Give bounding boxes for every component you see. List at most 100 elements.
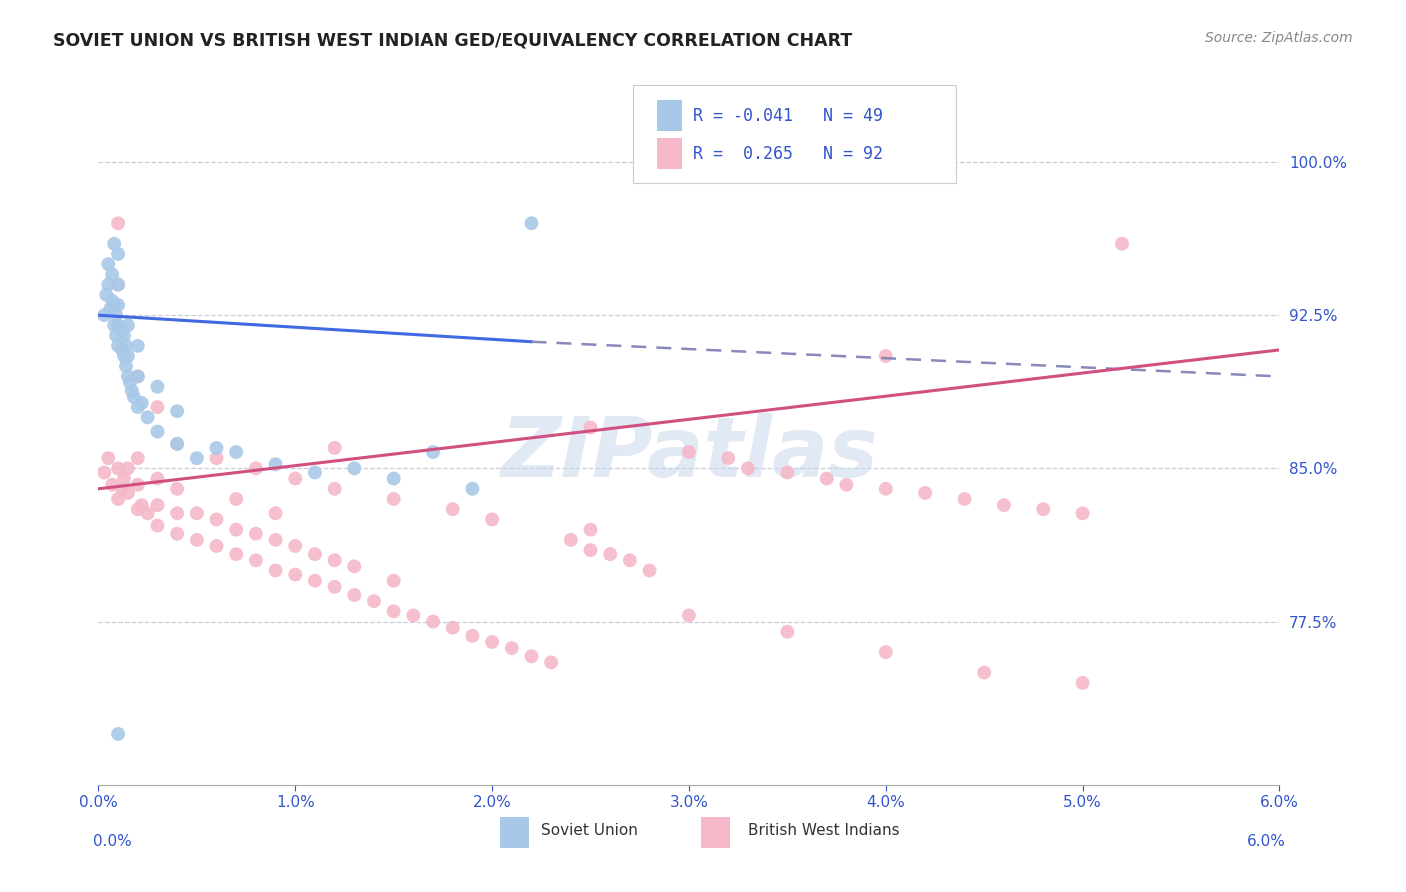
Point (103, 318, 125, 333)
Point (560, 533, 582, 547)
Point (97, 277, 120, 292)
Point (422, 615, 444, 629)
Point (186, 533, 208, 547)
Point (146, 498, 169, 512)
Point (96, 287, 118, 301)
Point (127, 451, 149, 466)
Point (264, 564, 287, 578)
Point (93, 466, 115, 480)
Point (122, 390, 145, 404)
Point (1071, 676, 1094, 690)
Point (343, 461, 366, 475)
Text: R = -0.041   N = 49: R = -0.041 N = 49 (693, 106, 883, 125)
Point (225, 491, 247, 506)
Point (599, 547, 621, 561)
Point (166, 482, 188, 496)
Point (678, 608, 700, 623)
Point (111, 482, 134, 496)
Point (382, 491, 405, 506)
Point (166, 404, 188, 418)
Point (343, 559, 366, 574)
Text: ZIPatlas: ZIPatlas (501, 413, 877, 494)
Point (973, 665, 995, 680)
Point (107, 298, 129, 312)
Text: SOVIET UNION VS BRITISH WEST INDIAN GED/EQUIVALENCY CORRELATION CHART: SOVIET UNION VS BRITISH WEST INDIAN GED/… (53, 31, 852, 49)
Point (107, 339, 129, 353)
Point (461, 482, 484, 496)
Point (264, 533, 287, 547)
Point (953, 491, 976, 506)
Point (638, 564, 661, 578)
Point (304, 574, 326, 588)
Point (835, 477, 858, 491)
Point (284, 567, 307, 582)
Point (382, 472, 405, 486)
Point (107, 461, 129, 475)
Point (117, 486, 139, 500)
Point (107, 216, 129, 230)
FancyBboxPatch shape (700, 817, 730, 848)
Point (97, 451, 120, 466)
Point (186, 506, 208, 520)
Text: 6.0%: 6.0% (1247, 834, 1285, 849)
Text: 0.0%: 0.0% (93, 834, 131, 849)
Point (323, 553, 346, 567)
Point (112, 472, 135, 486)
Point (304, 547, 326, 561)
Point (136, 410, 159, 425)
Point (105, 328, 128, 343)
Point (875, 482, 897, 496)
Point (205, 441, 228, 455)
Point (127, 369, 149, 384)
Point (146, 518, 169, 533)
Point (501, 641, 523, 656)
Point (579, 543, 602, 558)
Point (619, 553, 641, 567)
Point (382, 604, 405, 618)
Point (1032, 502, 1054, 516)
Point (101, 268, 124, 282)
Point (1071, 506, 1094, 520)
Point (363, 594, 385, 608)
Point (107, 277, 129, 292)
Point (776, 624, 799, 639)
Point (225, 445, 247, 459)
Point (105, 308, 128, 322)
Point (131, 396, 153, 410)
Point (284, 472, 307, 486)
Point (225, 523, 247, 537)
Point (101, 477, 124, 491)
Point (205, 451, 228, 466)
Point (678, 445, 700, 459)
Point (186, 451, 208, 466)
Point (993, 498, 1015, 512)
Point (481, 635, 503, 649)
Text: Source: ZipAtlas.com: Source: ZipAtlas.com (1205, 31, 1353, 45)
Point (111, 322, 134, 336)
Point (112, 328, 135, 343)
Point (115, 339, 138, 353)
Point (205, 512, 228, 526)
Point (117, 369, 139, 384)
Point (579, 420, 602, 434)
Point (117, 318, 139, 333)
Point (875, 645, 897, 659)
Point (146, 472, 169, 486)
Point (146, 425, 169, 439)
Point (115, 359, 138, 374)
Point (146, 379, 169, 393)
Point (481, 512, 503, 526)
Point (131, 498, 153, 512)
Point (107, 318, 129, 333)
Point (117, 461, 139, 475)
Point (107, 727, 129, 741)
Point (107, 491, 129, 506)
Point (118, 376, 141, 390)
Point (264, 457, 287, 471)
Point (121, 384, 143, 398)
Point (441, 502, 464, 516)
Point (146, 400, 169, 414)
Point (520, 649, 543, 664)
Point (136, 506, 159, 520)
Point (245, 461, 267, 475)
